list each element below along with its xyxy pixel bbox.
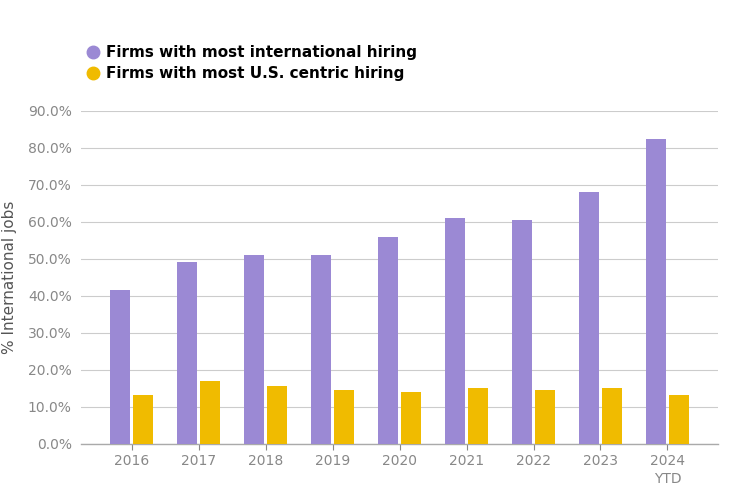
- Bar: [334, 390, 354, 444]
- Bar: [244, 255, 264, 444]
- Bar: [646, 139, 666, 444]
- Y-axis label: % International jobs: % International jobs: [1, 201, 17, 354]
- Legend: Firms with most international hiring, Firms with most U.S. centric hiring: Firms with most international hiring, Fi…: [89, 45, 417, 82]
- Bar: [445, 218, 465, 444]
- Bar: [110, 290, 130, 444]
- Bar: [401, 392, 421, 444]
- Bar: [133, 396, 153, 444]
- Bar: [602, 388, 622, 444]
- Bar: [579, 192, 599, 444]
- Bar: [512, 220, 532, 444]
- Bar: [312, 255, 332, 444]
- Bar: [378, 236, 398, 444]
- Text: YTD: YTD: [653, 472, 682, 486]
- Bar: [267, 386, 287, 444]
- Bar: [669, 396, 689, 444]
- Bar: [200, 381, 220, 444]
- Bar: [178, 263, 198, 444]
- Bar: [535, 390, 555, 444]
- Bar: [468, 388, 488, 444]
